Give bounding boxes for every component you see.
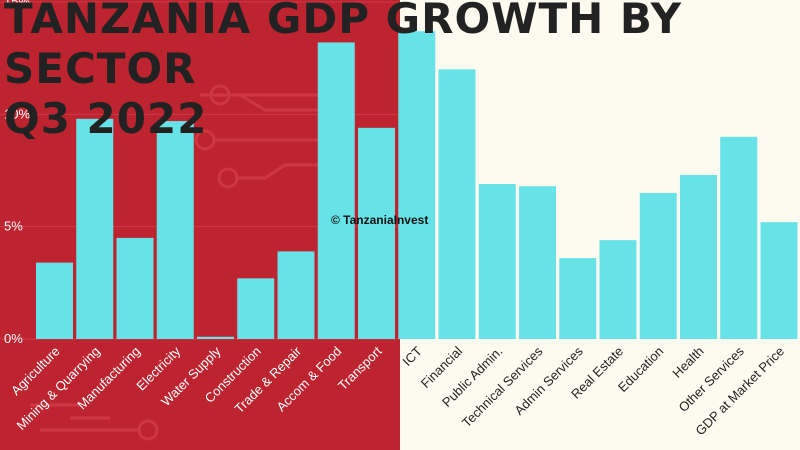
bar bbox=[156, 121, 194, 339]
bar bbox=[116, 237, 154, 339]
bar bbox=[237, 278, 275, 339]
bar bbox=[36, 262, 73, 339]
y-axis-ticks: 0% 5% 10% 15% bbox=[4, 0, 30, 346]
bar bbox=[559, 258, 597, 339]
circuit-node-1 bbox=[209, 84, 231, 106]
bar bbox=[760, 222, 798, 339]
bar bbox=[599, 240, 637, 339]
bar bbox=[398, 31, 436, 340]
bar bbox=[197, 336, 234, 339]
circuit-trace-4 bbox=[237, 163, 320, 180]
bar bbox=[358, 127, 395, 340]
y-tick-label: 15% bbox=[4, 0, 30, 9]
chart-title-line-1: TANZANIA GDP GROWTH BY SECTOR bbox=[4, 0, 683, 93]
bar bbox=[438, 69, 476, 340]
bar bbox=[478, 183, 516, 339]
bar bbox=[519, 186, 556, 339]
y-tick-label: 0% bbox=[4, 331, 23, 346]
circuit-node-4 bbox=[137, 419, 159, 441]
x-tick-label: ICT bbox=[399, 343, 424, 368]
bar bbox=[720, 136, 758, 339]
bar bbox=[680, 174, 717, 339]
bar bbox=[639, 192, 677, 339]
x-tick-label: Admin Services bbox=[511, 343, 586, 418]
x-tick-label: Health bbox=[669, 344, 706, 381]
chart-title-line-2: Q3 2022 bbox=[4, 94, 208, 143]
chart-title: TANZANIA GDP GROWTH BY SECTOR Q3 2022 bbox=[4, 0, 800, 144]
bar bbox=[277, 251, 315, 339]
bar bbox=[76, 118, 114, 340]
bar-layer bbox=[36, 31, 798, 340]
circuit-trace-2 bbox=[239, 93, 320, 112]
y-tick-label: 10% bbox=[4, 106, 30, 121]
x-tick-label: Transport bbox=[335, 343, 385, 393]
bar bbox=[317, 42, 355, 339]
watermark: © TanzaniaInvest bbox=[331, 213, 429, 227]
y-tick-label: 5% bbox=[4, 219, 23, 234]
